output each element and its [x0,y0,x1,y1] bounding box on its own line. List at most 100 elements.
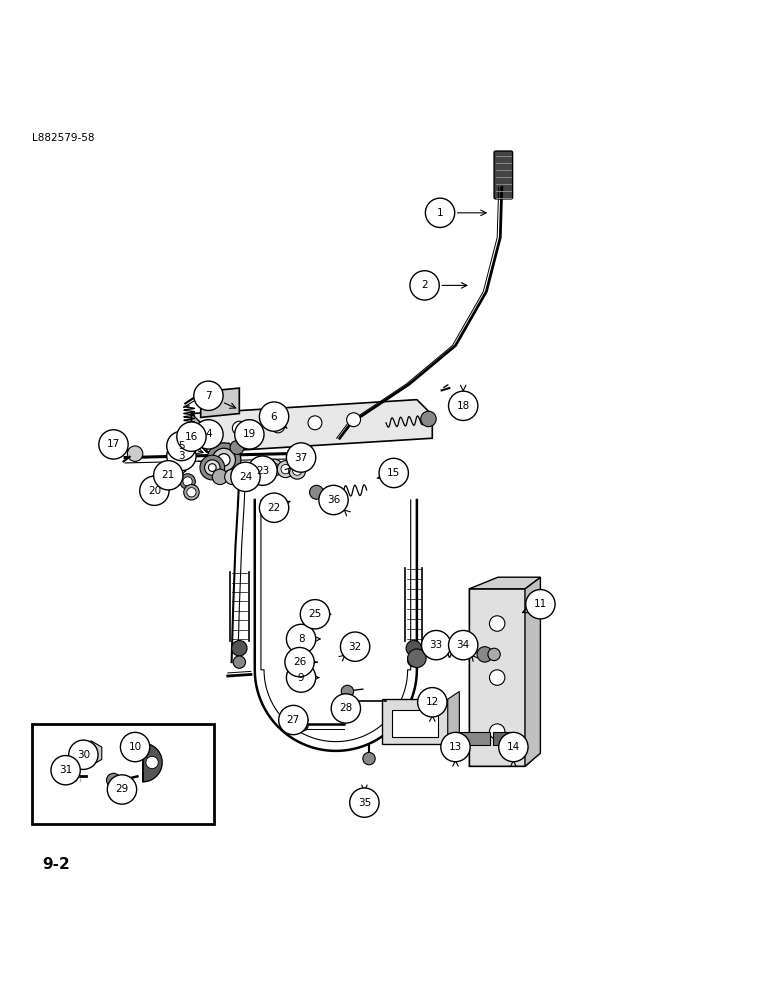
Circle shape [489,670,505,685]
Text: 30: 30 [76,750,90,760]
Circle shape [408,649,426,668]
Text: 6: 6 [271,412,277,422]
Text: 31: 31 [59,765,73,775]
Circle shape [184,485,199,500]
Text: 8: 8 [298,634,304,644]
Circle shape [218,454,230,466]
Text: 13: 13 [449,742,462,752]
Polygon shape [191,414,207,452]
Circle shape [167,441,196,471]
Circle shape [212,448,235,471]
Circle shape [212,469,228,485]
Circle shape [477,647,493,662]
Circle shape [167,431,196,461]
Circle shape [183,477,192,486]
Circle shape [248,456,277,485]
FancyBboxPatch shape [32,724,214,824]
Text: 27: 27 [286,715,300,725]
Circle shape [408,654,420,667]
Circle shape [207,443,241,477]
Polygon shape [191,400,432,452]
Circle shape [363,752,375,765]
Circle shape [205,460,220,475]
Text: 4: 4 [205,429,212,439]
Polygon shape [469,589,531,766]
Text: 21: 21 [161,470,175,480]
Circle shape [489,616,505,631]
Circle shape [286,624,316,654]
Polygon shape [469,577,540,589]
Circle shape [269,463,279,472]
Circle shape [85,747,97,759]
Circle shape [51,756,80,785]
Circle shape [425,198,455,227]
Circle shape [319,485,348,515]
Circle shape [299,722,308,731]
Circle shape [449,391,478,420]
Text: 20: 20 [147,486,161,496]
Circle shape [99,430,128,459]
Circle shape [107,773,120,787]
Circle shape [379,458,408,488]
FancyBboxPatch shape [382,699,448,744]
Circle shape [281,464,290,474]
Circle shape [154,461,183,490]
Circle shape [449,630,478,660]
Circle shape [422,630,451,660]
Text: 9-2: 9-2 [42,857,70,872]
Circle shape [340,632,370,661]
Text: 3: 3 [178,451,185,461]
Circle shape [259,402,289,431]
Polygon shape [143,743,162,782]
FancyBboxPatch shape [392,710,438,737]
Circle shape [347,413,361,427]
Circle shape [350,788,379,817]
Circle shape [277,461,294,478]
Circle shape [406,641,422,656]
Polygon shape [525,577,540,766]
Text: 35: 35 [357,798,371,808]
Circle shape [232,641,247,656]
Circle shape [488,648,500,661]
Text: 36: 36 [327,495,340,505]
Circle shape [286,663,316,692]
Circle shape [286,443,316,472]
Circle shape [300,600,330,629]
Circle shape [526,590,555,619]
Text: 34: 34 [456,640,470,650]
Text: 25: 25 [308,609,322,619]
Text: 11: 11 [533,599,547,609]
Circle shape [233,656,245,668]
Circle shape [120,732,150,762]
Circle shape [285,647,314,677]
Circle shape [127,446,143,461]
Text: 37: 37 [294,453,308,463]
Circle shape [146,756,158,769]
Text: 18: 18 [456,401,470,411]
Text: L882579-58: L882579-58 [32,133,95,143]
Circle shape [225,469,240,485]
Circle shape [289,462,306,479]
Text: 14: 14 [506,742,520,752]
Circle shape [194,381,223,410]
Text: 16: 16 [185,432,198,442]
Polygon shape [201,388,239,417]
Circle shape [310,485,323,499]
FancyBboxPatch shape [494,151,513,199]
Circle shape [308,416,322,430]
Circle shape [185,433,201,448]
Circle shape [231,462,260,492]
Circle shape [187,488,196,497]
Circle shape [489,724,505,739]
Circle shape [230,441,244,454]
Text: 12: 12 [425,697,439,707]
Text: 10: 10 [128,742,142,752]
Circle shape [208,464,216,471]
Text: 1: 1 [437,208,443,218]
Text: 19: 19 [242,429,256,439]
Circle shape [410,271,439,300]
Text: 29: 29 [115,784,129,794]
Circle shape [200,455,225,480]
Circle shape [235,420,264,449]
Text: 32: 32 [348,642,362,652]
